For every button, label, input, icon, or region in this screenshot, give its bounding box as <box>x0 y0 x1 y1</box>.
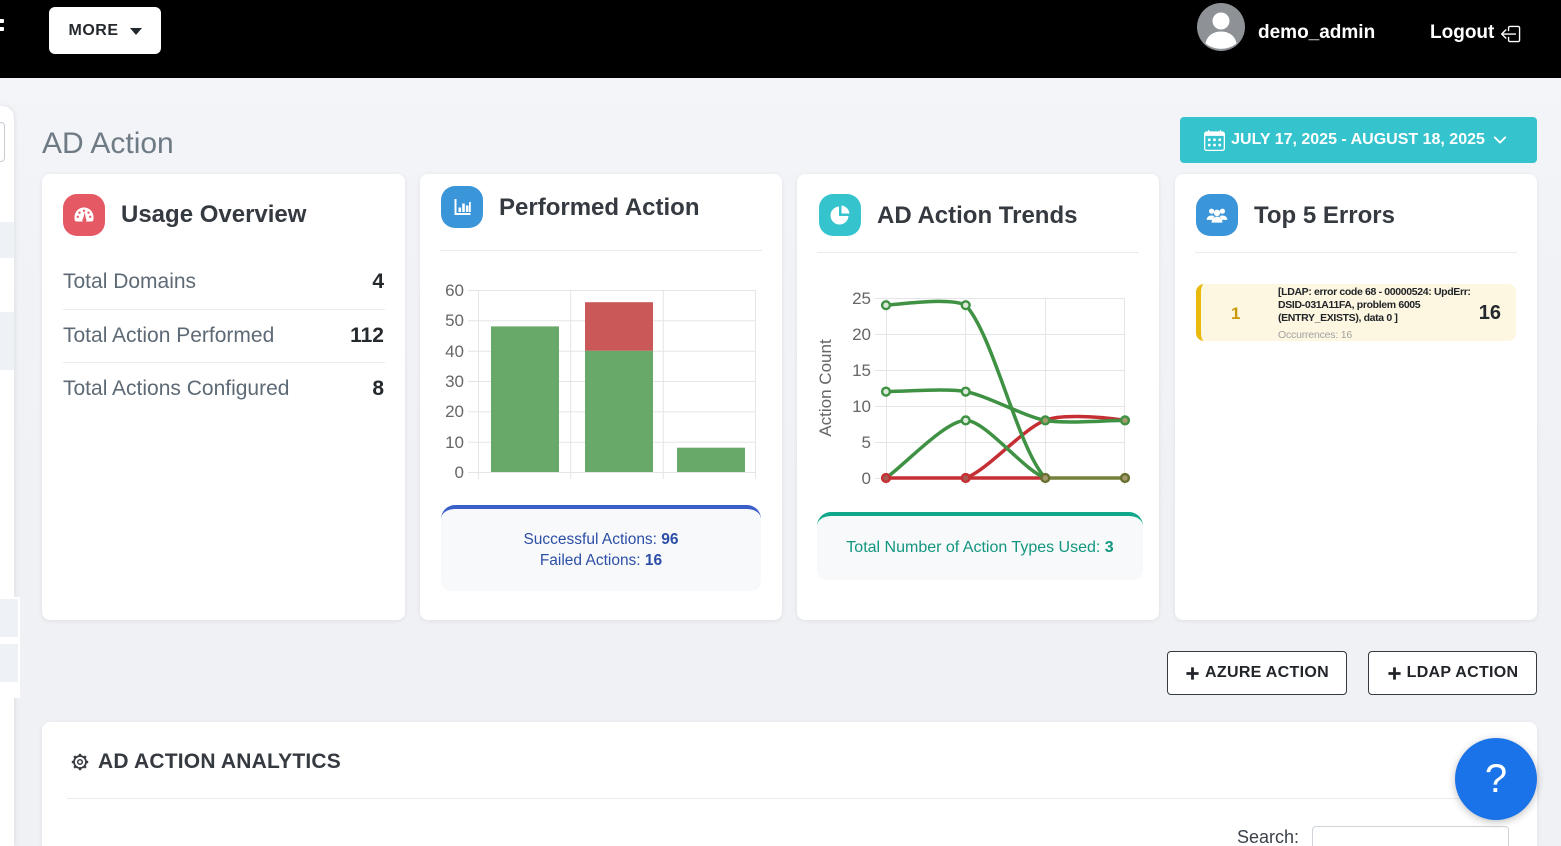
svg-text:40: 40 <box>445 342 464 361</box>
svg-text:0: 0 <box>862 469 871 488</box>
svg-text:5: 5 <box>862 433 871 452</box>
svg-text:10: 10 <box>852 397 871 416</box>
svg-text:Action Count: Action Count <box>817 339 835 437</box>
svg-text:20: 20 <box>445 402 464 421</box>
svg-text:25: 25 <box>852 289 871 308</box>
svg-text:30: 30 <box>445 372 464 391</box>
svg-text:0: 0 <box>455 463 464 482</box>
svg-text:50: 50 <box>445 311 464 330</box>
svg-text:20: 20 <box>852 325 871 344</box>
svg-text:60: 60 <box>445 281 464 300</box>
svg-text:10: 10 <box>445 433 464 452</box>
svg-text:15: 15 <box>852 361 871 380</box>
